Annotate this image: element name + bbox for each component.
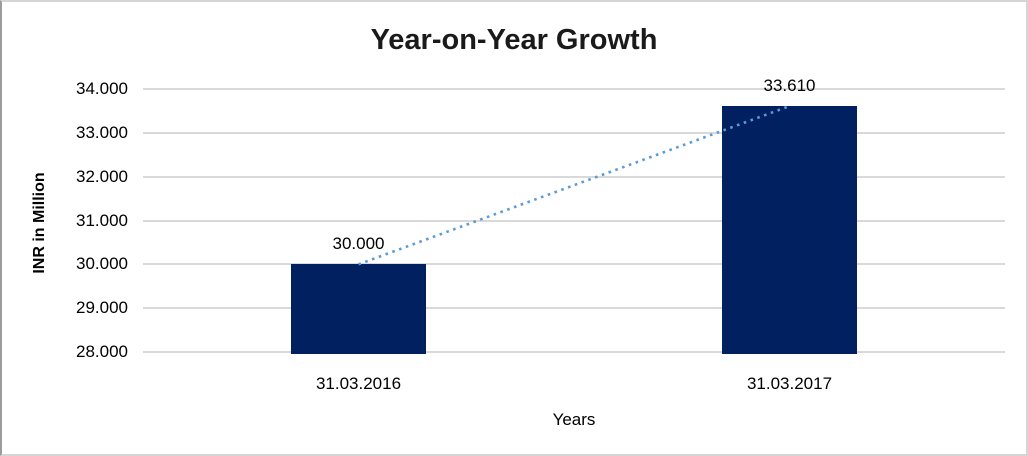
y-axis-tick-label: 31.000: [76, 210, 128, 230]
bar-data-label: 33.610: [763, 76, 816, 96]
x-axis-category-label: 31.03.2017: [746, 374, 833, 393]
bar-series-column[interactable]: [722, 106, 857, 354]
y-axis-tick-label: 28.000: [76, 342, 128, 361]
gridline: [143, 351, 1005, 353]
y-axis-tick-label: 33.000: [76, 122, 128, 142]
bar-data-label: 30.000: [332, 234, 385, 254]
gridline: [143, 219, 1005, 222]
gridline: [143, 263, 1005, 266]
chart-title: Year-on-Year Growth: [370, 24, 658, 56]
y-axis-tick-label: 34.000: [76, 79, 128, 98]
gridline: [143, 307, 1005, 310]
y-axis-tick-label: 29.000: [76, 298, 128, 318]
gridline: [143, 175, 1005, 178]
gridline: [143, 88, 1005, 90]
y-axis-tick-label: 30.000: [76, 254, 128, 274]
x-axis-title: Years: [552, 410, 596, 429]
bar-series-column[interactable]: [291, 264, 426, 354]
y-axis-tick-label: 32.000: [76, 166, 128, 186]
x-axis-category-label: 31.03.2016: [315, 374, 402, 393]
gridline: [143, 131, 1005, 134]
